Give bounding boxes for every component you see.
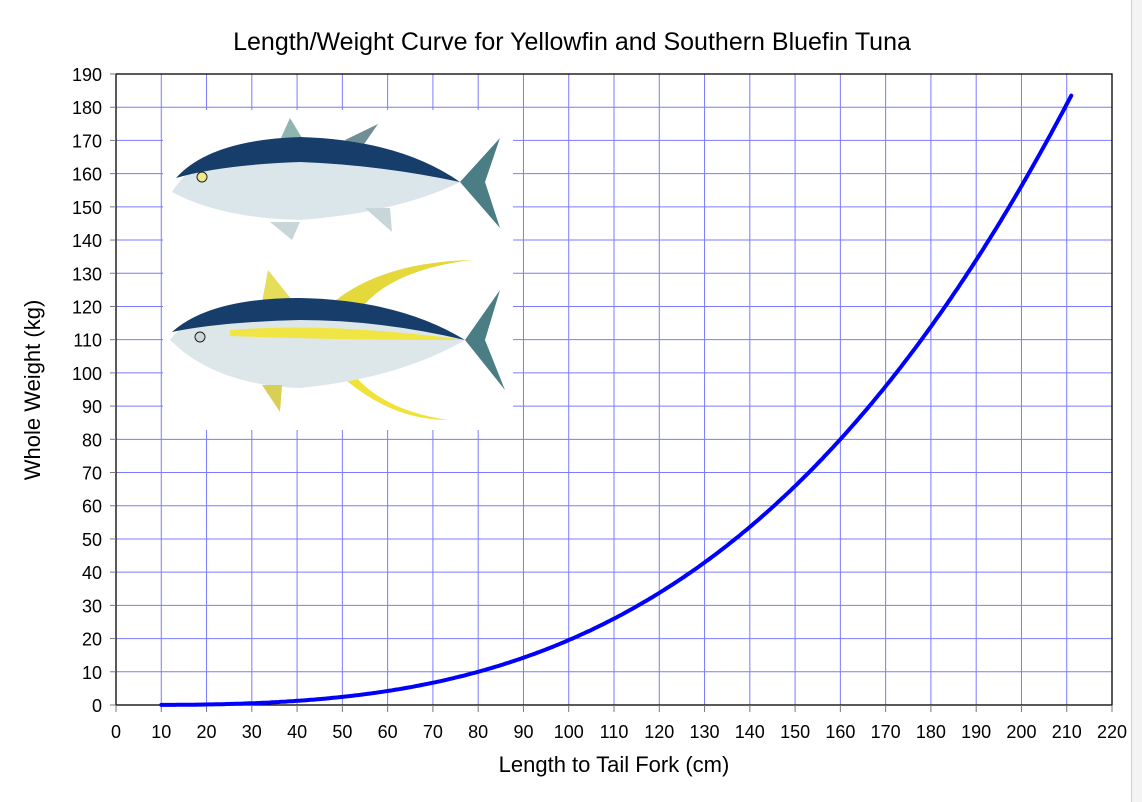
y-tick-label: 120: [72, 297, 102, 317]
y-tick-label: 170: [72, 131, 102, 151]
x-tick-label: 170: [871, 722, 901, 742]
x-tick-label: 180: [916, 722, 946, 742]
x-tick-label: 130: [690, 722, 720, 742]
x-tick-label: 70: [423, 722, 443, 742]
y-tick-label: 20: [82, 630, 102, 650]
x-tick-label: 80: [468, 722, 488, 742]
x-tick-label: 140: [735, 722, 765, 742]
x-tick-label: 40: [287, 722, 307, 742]
y-tick-label: 180: [72, 98, 102, 118]
y-tick-label: 90: [82, 397, 102, 417]
x-tick-label: 160: [825, 722, 855, 742]
y-tick-label: 30: [82, 596, 102, 616]
y-tick-label: 190: [72, 65, 102, 85]
y-tick-label: 100: [72, 364, 102, 384]
x-tick-label: 10: [151, 722, 171, 742]
y-tick-label: 10: [82, 663, 102, 683]
x-tick-label: 20: [197, 722, 217, 742]
x-tick-label: 200: [1006, 722, 1036, 742]
x-tick-label: 30: [242, 722, 262, 742]
yellowfin-tuna-image: [170, 260, 505, 420]
tuna-illustration: [163, 110, 513, 430]
window-edge: [1131, 0, 1142, 802]
weight-curve-line: [159, 93, 1074, 707]
x-axis-label: Length to Tail Fork (cm): [499, 752, 730, 777]
y-tick-label: 130: [72, 264, 102, 284]
y-tick-label: 80: [82, 430, 102, 450]
axis-ticks: 0 10 20 30 40 50 60 70 80 90 100 110 120 130 140 150 160…: [72, 65, 1127, 742]
y-tick-label: 50: [82, 530, 102, 550]
y-tick-label: 140: [72, 231, 102, 251]
y-tick-label: 60: [82, 497, 102, 517]
x-tick-label: 210: [1052, 722, 1082, 742]
y-tick-label: 160: [72, 165, 102, 185]
x-tick-label: 100: [554, 722, 584, 742]
y-tick-label: 150: [72, 198, 102, 218]
y-tick-label: 40: [82, 563, 102, 583]
x-tick-label: 220: [1097, 722, 1127, 742]
x-tick-label: 190: [961, 722, 991, 742]
y-axis-label: Whole Weight (kg): [20, 300, 45, 481]
x-tick-label: 0: [111, 722, 121, 742]
x-tick-label: 60: [378, 722, 398, 742]
y-tick-label: 70: [82, 464, 102, 484]
x-tick-label: 50: [332, 722, 352, 742]
y-tick-label: 0: [92, 696, 102, 716]
x-tick-label: 90: [513, 722, 533, 742]
x-tick-label: 150: [780, 722, 810, 742]
y-tick-label: 110: [73, 331, 102, 351]
bluefin-tuna-image: [172, 118, 500, 240]
x-tick-label: 110: [600, 722, 629, 742]
x-tick-label: 120: [644, 722, 674, 742]
chart-title: Length/Weight Curve for Yellowfin and So…: [233, 28, 911, 56]
